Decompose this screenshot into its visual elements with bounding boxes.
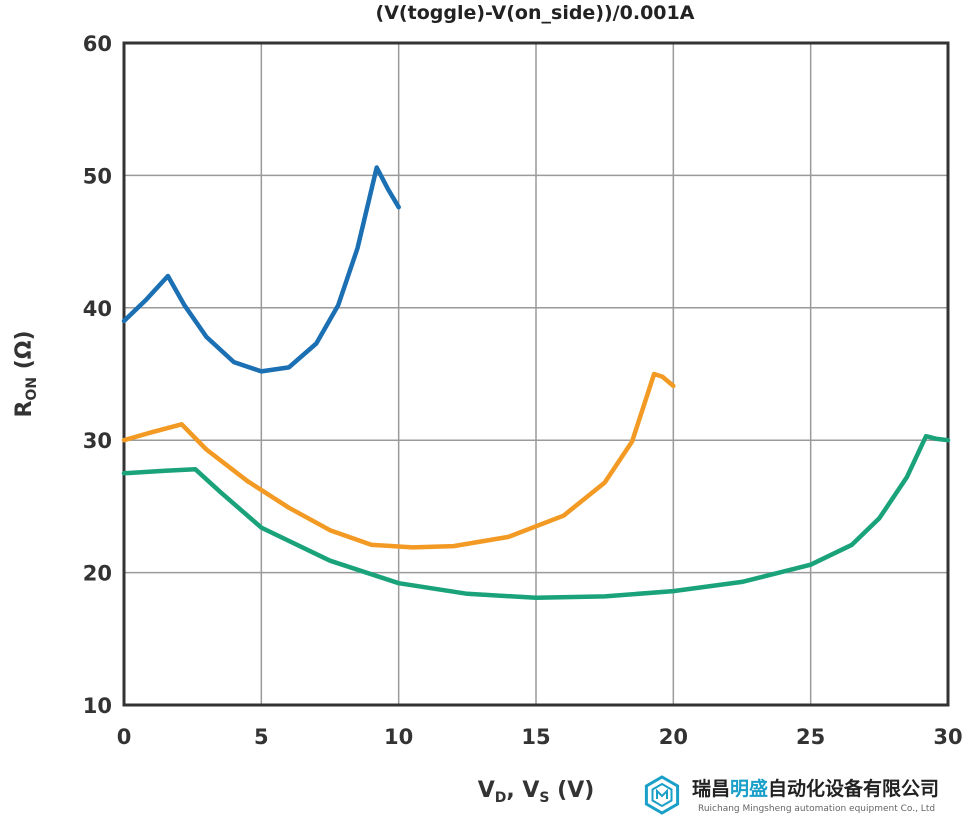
y-axis-label-main: R [12,401,37,418]
x-axis-label-sub2: S [539,790,549,806]
y-tick-label: 20 [83,562,112,586]
company-name-prefix: 瑞昌 [692,777,730,800]
y-tick-label: 10 [83,694,112,718]
y-axis-label: RON (Ω) [12,330,40,417]
x-axis-label-sep: , V [506,778,539,803]
x-tick-label: 5 [254,725,269,749]
y-axis-label-unit: (Ω) [12,330,37,376]
x-tick-label: 30 [933,725,962,749]
company-logo: 瑞昌明盛自动化设备有限公司 Ruichang Mingsheng automat… [644,775,939,815]
grid-lines [123,42,949,706]
company-name-cn: 瑞昌明盛自动化设备有限公司 [692,777,939,800]
chart-title: (V(toggle)-V(on_side))/0.001A [376,2,695,24]
x-tick-label: 20 [659,725,688,749]
hexagon-logo-icon [644,775,680,815]
y-tick-labels: 10 20 30 40 50 60 [83,32,112,718]
x-tick-labels: 0 5 10 15 20 25 30 [117,725,963,749]
y-tick-label: 30 [83,429,112,453]
x-tick-label: 15 [521,725,550,749]
x-axis-label-unit: (V) [550,778,595,803]
x-tick-label: 10 [384,725,413,749]
company-name-suffix: 自动化设备有限公司 [768,777,939,800]
y-tick-label: 50 [83,164,112,188]
x-tick-label: 25 [796,725,825,749]
company-name-en: Ruichang Mingsheng automation equipment … [698,804,935,814]
plot-frame [122,41,950,707]
series-line-1 [121,165,401,374]
series-lines [121,165,951,601]
x-axis-label-v1: V [478,778,495,803]
x-tick-label: 0 [117,725,132,749]
x-axis-label-sub1: D [495,790,507,806]
y-tick-label: 40 [83,297,112,321]
series-line-3 [121,433,951,601]
company-name-highlight: 明盛 [730,777,768,800]
series-line-2 [121,371,676,550]
y-axis-label-sub: ON [24,377,40,401]
x-axis-label: VD, VS (V) [478,778,595,806]
y-tick-label: 60 [83,32,112,56]
